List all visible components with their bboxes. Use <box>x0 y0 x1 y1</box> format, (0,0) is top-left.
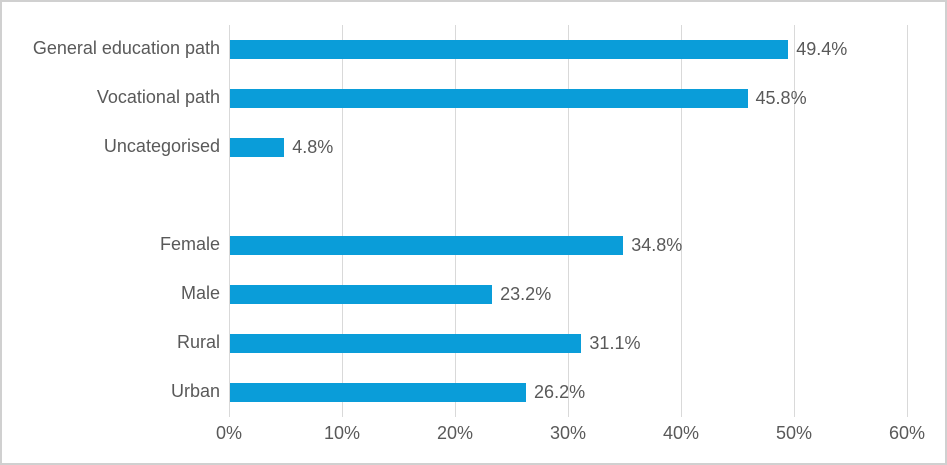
category-label: Rural <box>176 332 220 352</box>
value-label: 45.8% <box>755 88 807 108</box>
category-label: Male <box>180 283 220 303</box>
gridline <box>455 25 456 417</box>
bar <box>230 236 624 255</box>
bar <box>230 138 285 157</box>
category-label: Uncategorised <box>103 136 220 156</box>
value-label: 34.8% <box>631 235 683 255</box>
value-label: 31.1% <box>589 333 641 353</box>
category-label: Vocational path <box>96 87 220 107</box>
gridline <box>568 25 569 417</box>
x-axis-tick-label: 60% <box>888 423 926 443</box>
x-axis-tick-label: 0% <box>215 423 243 443</box>
gridline <box>342 25 343 417</box>
value-label: 4.8% <box>292 137 334 157</box>
x-axis-tick-label: 50% <box>775 423 813 443</box>
value-label: 26.2% <box>534 382 586 402</box>
bar <box>230 40 789 59</box>
x-axis-tick-label: 20% <box>436 423 474 443</box>
value-label: 23.2% <box>500 284 552 304</box>
gridline <box>794 25 795 417</box>
x-axis-tick-label: 10% <box>323 423 361 443</box>
y-axis-line <box>229 25 230 417</box>
bar <box>230 89 748 108</box>
category-label: General education path <box>32 38 220 58</box>
category-label: Female <box>159 234 220 254</box>
category-label: Urban <box>170 381 220 401</box>
bar <box>230 285 493 304</box>
value-label: 49.4% <box>796 39 848 59</box>
gridline <box>681 25 682 417</box>
gridline <box>907 25 908 417</box>
bar <box>230 383 527 402</box>
bar <box>230 334 582 353</box>
x-axis-tick-label: 30% <box>549 423 587 443</box>
x-axis-tick-label: 40% <box>662 423 700 443</box>
